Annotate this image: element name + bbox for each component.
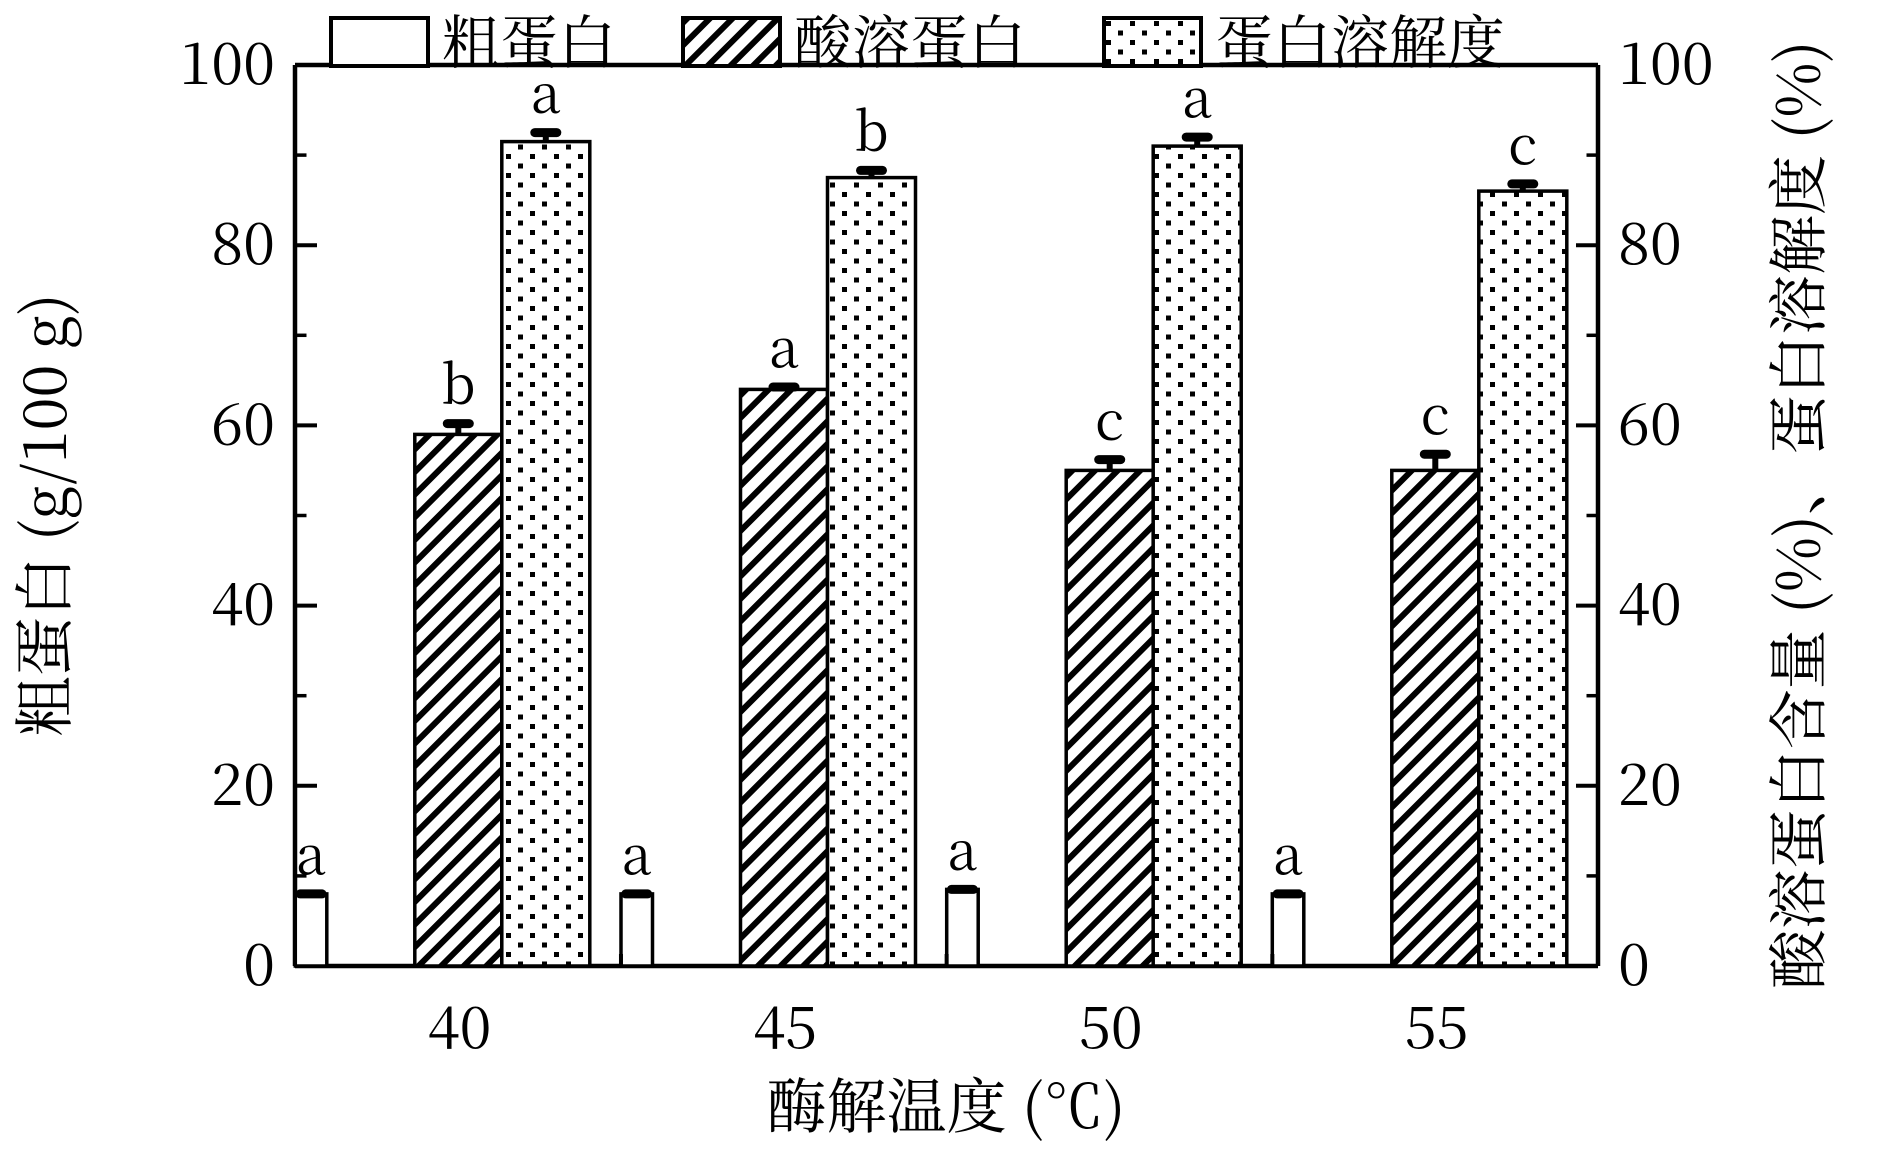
svg-text:60: 60 bbox=[211, 377, 275, 461]
svg-text:a: a bbox=[769, 306, 799, 383]
svg-text:b: b bbox=[441, 343, 475, 420]
svg-text:20: 20 bbox=[211, 738, 275, 822]
svg-text:60: 60 bbox=[1618, 377, 1682, 461]
svg-text:45: 45 bbox=[753, 981, 817, 1065]
svg-text:b: b bbox=[854, 89, 888, 166]
svg-text:20: 20 bbox=[1618, 738, 1682, 822]
svg-text:0: 0 bbox=[1618, 918, 1650, 1002]
svg-text:100: 100 bbox=[179, 17, 275, 101]
svg-text:80: 80 bbox=[1618, 197, 1682, 281]
svg-text:粗蛋白 (g/100 g): 粗蛋白 (g/100 g) bbox=[0, 293, 84, 736]
svg-text:50: 50 bbox=[1079, 981, 1143, 1065]
svg-text:a: a bbox=[1273, 813, 1303, 890]
svg-text:40: 40 bbox=[1618, 558, 1682, 642]
svg-text:酸溶蛋白: 酸溶蛋白 bbox=[794, 0, 1026, 80]
svg-text:0: 0 bbox=[243, 918, 275, 1002]
svg-text:c: c bbox=[1508, 103, 1537, 180]
svg-text:80: 80 bbox=[211, 197, 275, 281]
svg-text:40: 40 bbox=[211, 558, 275, 642]
svg-text:c: c bbox=[1421, 373, 1450, 450]
svg-text:c: c bbox=[1095, 379, 1124, 456]
svg-text:粗蛋白: 粗蛋白 bbox=[442, 0, 616, 80]
svg-text:酶解温度 (℃): 酶解温度 (℃) bbox=[766, 1060, 1125, 1146]
svg-text:a: a bbox=[296, 813, 326, 890]
svg-text:酸溶蛋白含量 (%)、蛋白溶解度 (%): 酸溶蛋白含量 (%)、蛋白溶解度 (%) bbox=[1752, 41, 1838, 990]
svg-text:55: 55 bbox=[1405, 981, 1469, 1065]
svg-text:40: 40 bbox=[428, 981, 492, 1065]
svg-text:a: a bbox=[947, 808, 977, 885]
svg-text:蛋白溶解度: 蛋白溶解度 bbox=[1215, 0, 1505, 80]
svg-text:100: 100 bbox=[1618, 17, 1714, 101]
svg-text:a: a bbox=[622, 813, 652, 890]
